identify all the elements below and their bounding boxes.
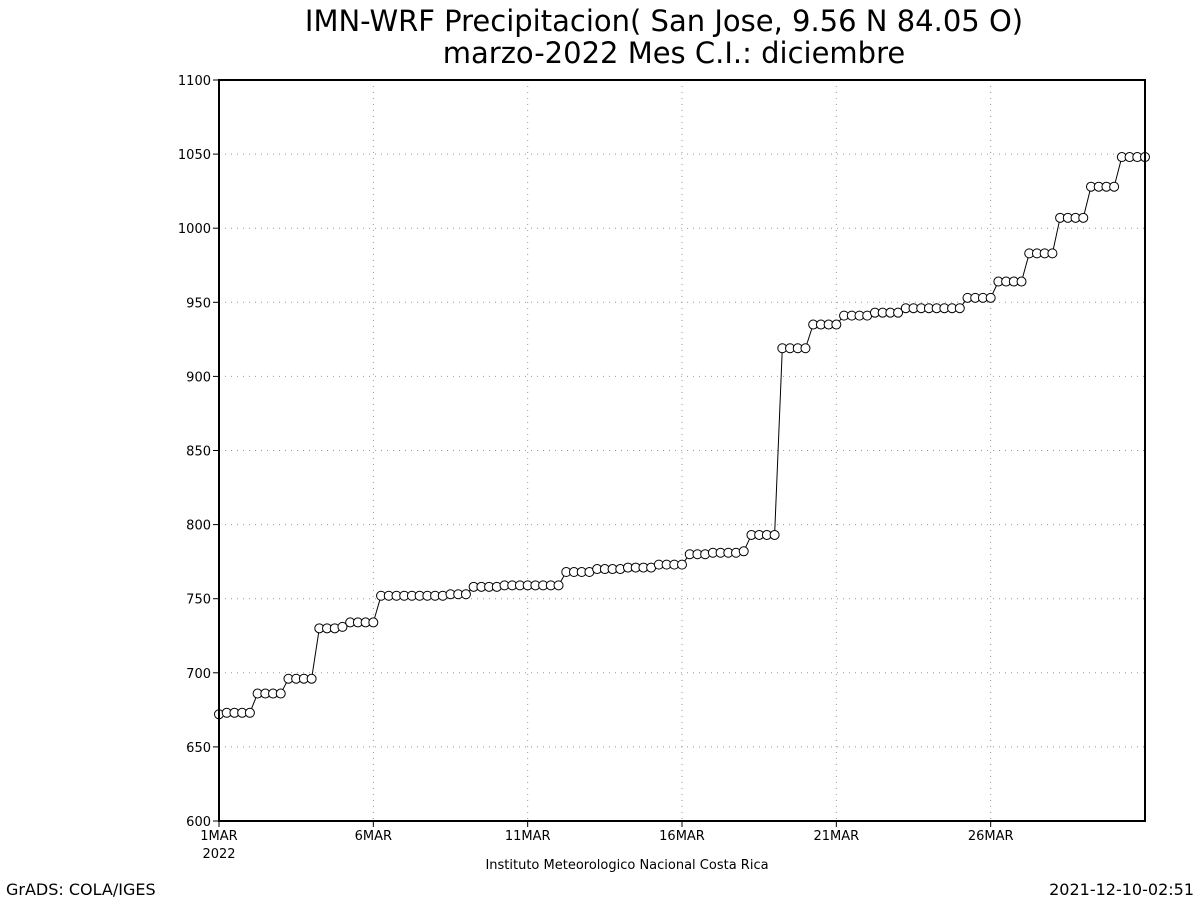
y-tick-label: 900	[186, 370, 211, 385]
x-tick-label: 26MAR	[968, 829, 1014, 844]
data-point	[1047, 248, 1058, 259]
x-axis-ticks: 1MAR 2022 6MAR 11MAR 16MAR 21MAR 26MAR	[200, 821, 1014, 862]
y-axis-ticks: 600 650 700 750 800 850 900 950 1000 1050 1100	[178, 74, 219, 830]
y-tick-label: 1100	[178, 74, 211, 89]
data-point	[893, 307, 904, 318]
data-point	[275, 688, 286, 699]
x-tick-label: 21MAR	[813, 829, 859, 844]
y-tick-label: 950	[186, 296, 211, 311]
data-point	[831, 319, 842, 330]
grid-lines	[219, 80, 1145, 821]
x-tick-label: 6MAR	[355, 829, 392, 844]
data-point	[306, 673, 317, 684]
x-axis-label: Instituto Meteorologico Nacional Costa R…	[485, 858, 768, 873]
x-tick-label: 11MAR	[505, 829, 551, 844]
data-point	[460, 589, 471, 600]
data-point	[738, 546, 749, 557]
chart-subtitle: marzo-2022 Mes C.I.: diciembre	[443, 36, 905, 70]
data-point	[337, 621, 348, 632]
data-point	[368, 617, 379, 628]
x-tick-sublabel: 2022	[202, 847, 235, 862]
y-tick-label: 800	[186, 519, 211, 534]
data-point	[985, 292, 996, 303]
data-point	[769, 529, 780, 540]
y-tick-label: 1050	[178, 148, 211, 163]
data-point	[1016, 276, 1027, 287]
y-tick-label: 650	[186, 741, 211, 756]
render-timestamp: 2021-12-10-02:51	[1049, 880, 1194, 899]
x-tick-label: 16MAR	[659, 829, 705, 844]
plot-frame	[218, 79, 1146, 822]
y-tick-label: 750	[186, 593, 211, 608]
data-point	[677, 559, 687, 570]
data-point	[553, 580, 564, 591]
series-line	[218, 156, 1145, 715]
data-point	[1078, 212, 1089, 223]
grads-credit: GrADS: COLA/IGES	[6, 880, 156, 899]
chart-title: IMN-WRF Precipitacion( San Jose, 9.56 N …	[305, 4, 1023, 38]
y-tick-label: 600	[186, 815, 211, 830]
data-point	[1109, 181, 1120, 192]
y-tick-label: 850	[186, 445, 211, 460]
x-tick-label: 1MAR	[200, 829, 237, 844]
data-point	[954, 303, 965, 314]
data-point	[800, 343, 811, 354]
y-tick-label: 1000	[178, 222, 211, 237]
data-point	[244, 707, 255, 718]
y-tick-label: 700	[186, 667, 211, 682]
series-markers	[214, 152, 1150, 720]
